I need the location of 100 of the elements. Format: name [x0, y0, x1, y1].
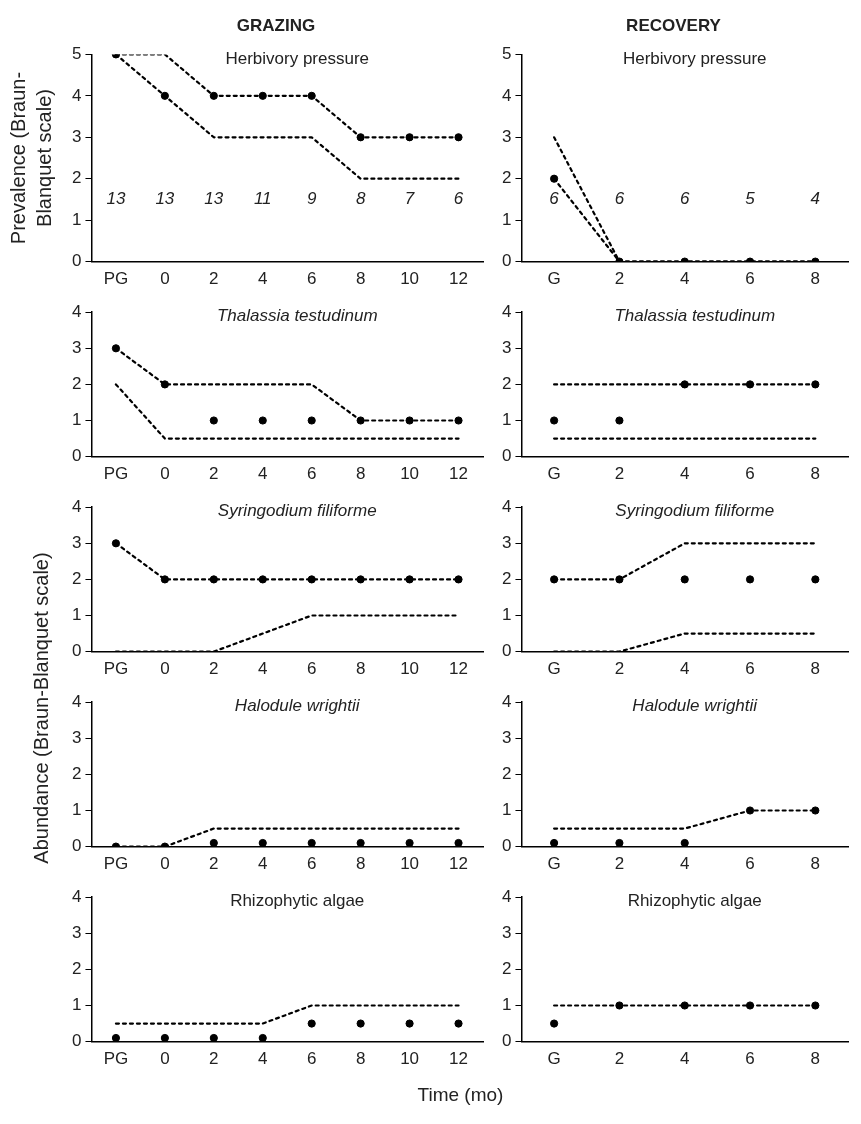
annotation: 13 [106, 189, 126, 209]
x-tick-label: 0 [160, 659, 170, 679]
x-tick-label: 0 [160, 854, 170, 874]
x-tick-label: 2 [209, 854, 219, 874]
y-tick-label: 1 [501, 605, 512, 625]
chart-title: GRAZING [236, 15, 316, 35]
y-tick-label: 4 [501, 496, 512, 516]
chart-subtitle: Rhizophytic algae [230, 891, 365, 911]
y-tick-label: 5 [501, 44, 512, 64]
x-tick-label: G [547, 854, 561, 874]
x-tick-label: 2 [614, 854, 625, 874]
y-tick-label: 2 [71, 569, 82, 589]
y-tick-label: 0 [501, 251, 512, 271]
x-tick-label: 4 [258, 659, 268, 679]
x-tick-label: 10 [400, 854, 420, 874]
x-tick-label: 4 [258, 1049, 268, 1069]
x-tick-label: 6 [306, 269, 317, 289]
x-tick-label: 8 [810, 854, 821, 874]
y-tick-label: 0 [501, 446, 512, 466]
x-tick-label: 4 [679, 659, 690, 679]
chart-subtitle: Herbivory pressure [225, 48, 370, 68]
x-tick-label: 10 [400, 659, 420, 679]
annotation: 4 [810, 189, 821, 209]
chart-subtitle: Halodule wrightii [632, 696, 759, 716]
y-tick-label: 2 [501, 374, 512, 394]
y-tick-label: 4 [501, 301, 512, 321]
x-tick-label: 12 [449, 659, 468, 679]
y-tick-label: 5 [71, 44, 82, 64]
y-axis-title: Abundance (Braun-Blanquet scale) [29, 551, 53, 866]
x-tick-label: 8 [810, 659, 821, 679]
x-tick-label: PG [103, 1049, 129, 1069]
y-tick-label: 0 [71, 1031, 82, 1051]
x-tick-label: 6 [306, 1049, 317, 1069]
chart-subtitle: Syringodium filiforme [615, 501, 775, 521]
x-tick-label: 4 [679, 1049, 690, 1069]
x-tick-label: 12 [449, 1049, 468, 1069]
y-tick-label: 3 [71, 126, 82, 146]
y-tick-label: 3 [71, 727, 82, 747]
x-tick-label: 2 [209, 464, 219, 484]
y-tick-label: 4 [71, 85, 82, 105]
y-tick-label: 2 [501, 569, 512, 589]
y-axis-title: Prevalence (Braun-Blanquet scale) [6, 70, 56, 247]
chart-subtitle: Rhizophytic algae [627, 891, 762, 911]
y-tick-label: 4 [501, 691, 512, 711]
x-tick-label: 0 [160, 1049, 170, 1069]
annotation: 8 [355, 189, 366, 209]
y-tick-label: 2 [501, 168, 512, 188]
y-tick-label: 1 [71, 410, 82, 430]
annotation: 6 [549, 189, 560, 209]
x-tick-label: 2 [614, 1049, 625, 1069]
x-tick-label: 10 [400, 269, 420, 289]
y-tick-label: 3 [71, 922, 82, 942]
chart-subtitle: Herbivory pressure [622, 48, 767, 68]
x-tick-label: 6 [306, 464, 317, 484]
y-tick-label: 0 [71, 836, 82, 856]
x-tick-label: G [547, 659, 561, 679]
y-tick-label: 2 [71, 168, 82, 188]
x-tick-label: 4 [679, 464, 690, 484]
x-tick-label: 8 [810, 1049, 821, 1069]
x-tick-label: 2 [209, 1049, 219, 1069]
x-tick-label: PG [103, 854, 129, 874]
chart-subtitle: Halodule wrightii [234, 696, 361, 716]
x-tick-label: 10 [400, 464, 420, 484]
y-tick-label: 1 [501, 209, 512, 229]
x-tick-label: PG [103, 269, 129, 289]
y-tick-label: 4 [501, 886, 512, 906]
x-tick-label: 4 [679, 269, 690, 289]
y-tick-label: 0 [501, 1031, 512, 1051]
annotation: 9 [306, 189, 317, 209]
x-tick-label: 2 [209, 269, 219, 289]
x-tick-label: G [547, 269, 561, 289]
x-tick-label: 8 [355, 1049, 366, 1069]
y-tick-label: 4 [71, 886, 82, 906]
annotation: 11 [253, 189, 272, 209]
y-tick-label: 1 [501, 800, 512, 820]
x-tick-label: 12 [449, 269, 468, 289]
y-tick-label: 3 [71, 532, 82, 552]
chart-subtitle: Thalassia testudinum [216, 306, 378, 326]
annotation: 6 [679, 189, 690, 209]
x-tick-label: 6 [306, 659, 317, 679]
annotation: 6 [614, 189, 625, 209]
x-tick-label: 4 [258, 269, 268, 289]
x-tick-label: 8 [355, 464, 366, 484]
y-tick-label: 3 [71, 337, 82, 357]
annotation: 6 [453, 189, 464, 209]
y-tick-label: 1 [71, 605, 82, 625]
y-tick-label: 4 [71, 496, 82, 516]
annotation: 7 [404, 189, 415, 209]
x-tick-label: 2 [614, 659, 625, 679]
y-tick-label: 2 [71, 764, 82, 784]
y-tick-label: 4 [71, 691, 82, 711]
y-tick-label: 2 [501, 764, 512, 784]
x-tick-label: 4 [258, 854, 268, 874]
y-tick-label: 3 [501, 532, 512, 552]
x-tick-label: 8 [810, 464, 821, 484]
annotation: 13 [204, 189, 224, 209]
x-tick-label: 6 [745, 659, 755, 679]
y-tick-label: 0 [71, 446, 82, 466]
y-tick-label: 0 [71, 251, 82, 271]
y-tick-label: 2 [501, 959, 512, 979]
